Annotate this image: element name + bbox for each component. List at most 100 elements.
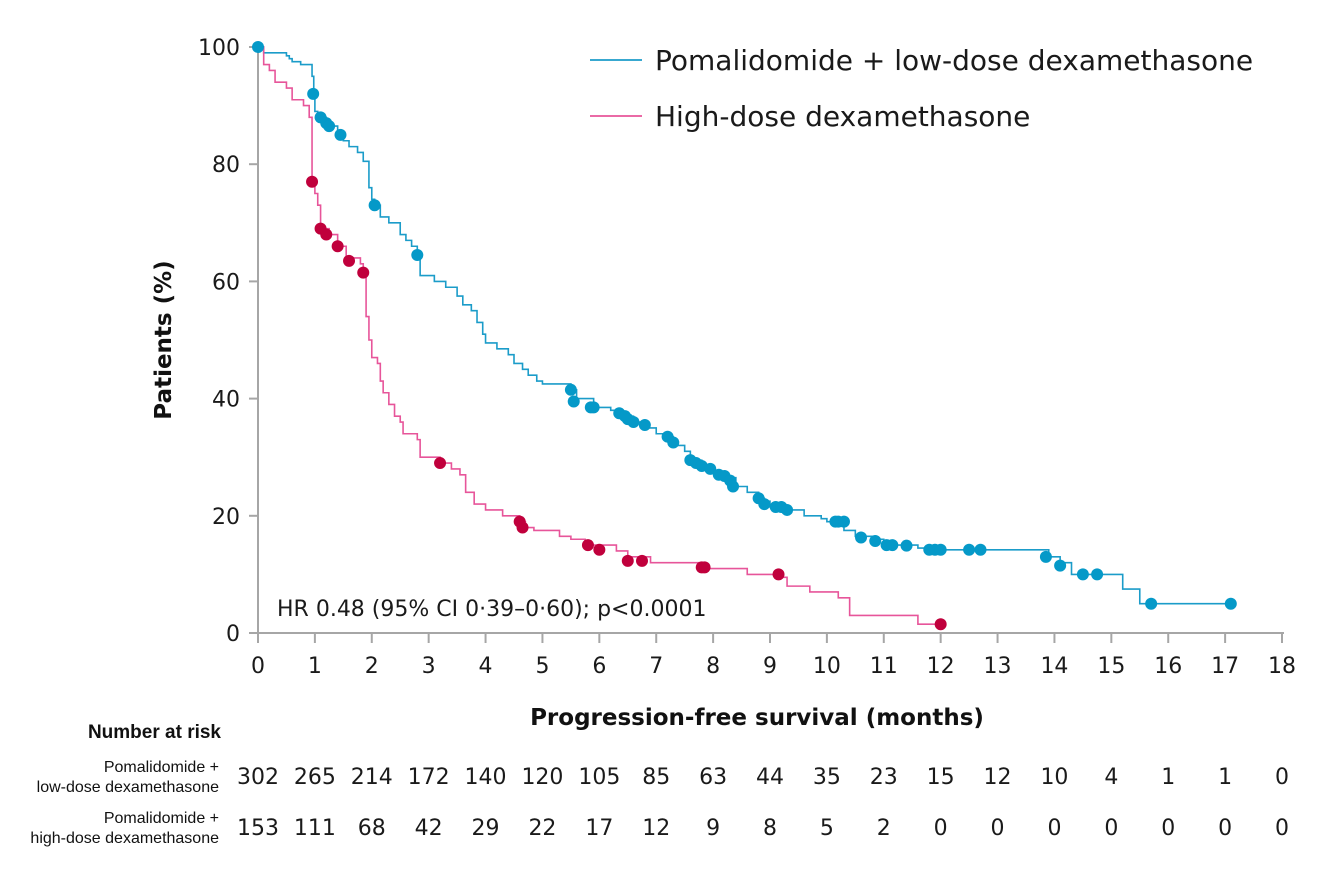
risk-count: 0: [1275, 765, 1289, 790]
x-tick-label: 4: [479, 654, 493, 679]
censor-mark-high-dex: [698, 561, 711, 574]
x-tick-label: 6: [592, 654, 606, 679]
censor-mark-high-dex: [343, 254, 356, 267]
censor-mark-high-dex: [581, 539, 594, 552]
censor-mark-pom-low-dex: [837, 515, 850, 528]
risk-count: 68: [358, 816, 386, 841]
hazard-ratio-annotation: HR 0.48 (95% CI 0·39–0·60); p<0.0001: [277, 597, 706, 622]
censor-mark-pom-low-dex: [886, 539, 899, 552]
censor-mark-high-dex: [357, 266, 370, 279]
risk-count: 120: [521, 765, 563, 790]
x-tick-label: 1: [308, 654, 322, 679]
censor-mark-pom-low-dex: [411, 249, 424, 262]
legend-label-pom-low: Pomalidomide + low-dose dexamethasone: [655, 44, 1253, 77]
x-tick-label: 5: [535, 654, 549, 679]
censor-mark-pom-low-dex: [252, 41, 264, 53]
risk-count: 0: [934, 816, 948, 841]
risk-table: Number at risk Pomalidomide + low-dose d…: [30, 722, 1289, 847]
risk-count: 1: [1218, 765, 1232, 790]
censor-mark-pom-low-dex: [1224, 597, 1237, 610]
y-tick-label: 20: [212, 505, 240, 530]
x-tick-label: 18: [1268, 654, 1296, 679]
censor-mark-pom-low-dex: [587, 401, 600, 414]
risk-count: 172: [408, 765, 450, 790]
risk-count: 2: [877, 816, 891, 841]
censor-mark-pom-low-dex: [564, 383, 577, 396]
y-axis-title: Patients (%): [151, 260, 177, 419]
x-tick-label: 15: [1097, 654, 1125, 679]
risk-row-label-line1: Pomalidomide +: [104, 759, 219, 776]
risk-count: 0: [1218, 816, 1232, 841]
risk-count: 17: [585, 816, 613, 841]
risk-count: 0: [1104, 816, 1118, 841]
risk-count: 12: [984, 765, 1012, 790]
censor-mark-pom-low-dex: [758, 498, 771, 511]
censor-mark-pom-low-dex: [307, 87, 320, 100]
censor-mark-high-dex: [516, 521, 529, 534]
x-tick-label: 12: [927, 654, 955, 679]
censor-mark-pom-low-dex: [869, 534, 882, 547]
censor-mark-pom-low-dex: [334, 128, 347, 141]
censor-mark-pom-low-dex: [1091, 568, 1104, 581]
risk-count: 42: [415, 816, 443, 841]
censor-mark-pom-low-dex: [781, 503, 794, 516]
risk-count: 23: [870, 765, 898, 790]
risk-count: 214: [351, 765, 393, 790]
y-tick-label: 60: [212, 270, 240, 295]
risk-count: 0: [1047, 816, 1061, 841]
risk-count: 0: [1161, 816, 1175, 841]
x-axis-ticks: 0 1 2 3 4 5 6 7 8 9 10 11 12 13 14 15 16 17 18: [251, 633, 1296, 679]
risk-count: 5: [820, 816, 834, 841]
censor-mark-pom-low-dex: [727, 480, 740, 493]
censor-mark-high-dex: [593, 543, 606, 556]
risk-count: 12: [642, 816, 670, 841]
x-tick-label: 2: [365, 654, 379, 679]
risk-count: 140: [465, 765, 507, 790]
risk-table-title: Number at risk: [88, 722, 221, 743]
x-axis-title: Progression-free survival (months): [530, 705, 984, 731]
legend-label-high-dex: High-dose dexamethasone: [655, 100, 1030, 133]
y-tick-label: 40: [212, 388, 240, 413]
risk-count: 22: [528, 816, 556, 841]
curve-high-dex: [258, 46, 941, 626]
risk-row-label-line1: Pomalidomide +: [104, 810, 219, 827]
risk-count: 29: [472, 816, 500, 841]
censor-mark-pom-low-dex: [963, 543, 976, 556]
censor-mark-high-dex: [320, 228, 333, 241]
axes: [250, 47, 1284, 635]
risk-count: 85: [642, 765, 670, 790]
survival-curves: [258, 46, 1231, 626]
x-tick-label: 17: [1211, 654, 1239, 679]
censor-mark-pom-low-dex: [1145, 597, 1158, 610]
censor-mark-pom-low-dex: [855, 531, 868, 544]
curve-pom-low-dex: [258, 46, 1231, 605]
censor-mark-pom-low-dex: [974, 543, 987, 556]
risk-count: 302: [237, 765, 279, 790]
x-tick-label: 11: [870, 654, 898, 679]
censor-mark-high-dex: [621, 554, 634, 567]
censor-mark-pom-low-dex: [704, 462, 717, 475]
censor-mark-high-dex: [331, 240, 344, 253]
y-tick-label: 100: [198, 36, 240, 61]
censor-mark-pom-low-dex: [368, 199, 381, 212]
censor-mark-high-dex: [434, 457, 447, 470]
risk-count: 10: [1040, 765, 1068, 790]
censor-mark-pom-low-dex: [1039, 550, 1052, 563]
y-axis-ticks: 0 20 40 60 80 100: [198, 36, 258, 647]
risk-row-label-line2: low-dose dexamethasone: [37, 779, 219, 796]
x-tick-label: 16: [1154, 654, 1182, 679]
risk-count: 15: [927, 765, 955, 790]
x-tick-label: 10: [813, 654, 841, 679]
risk-count: 1: [1161, 765, 1175, 790]
censor-mark-pom-low-dex: [323, 120, 336, 133]
legend: Pomalidomide + low-dose dexamethasone Hi…: [590, 44, 1253, 133]
censor-mark-high-dex: [772, 568, 785, 581]
censor-mark-high-dex: [636, 554, 648, 567]
risk-count: 4: [1104, 765, 1118, 790]
risk-count: 8: [763, 816, 777, 841]
x-tick-label: 13: [984, 654, 1012, 679]
risk-count: 105: [578, 765, 620, 790]
censor-mark-pom-low-dex: [567, 395, 580, 408]
x-tick-label: 9: [763, 654, 777, 679]
censor-mark-high-dex: [306, 175, 319, 188]
